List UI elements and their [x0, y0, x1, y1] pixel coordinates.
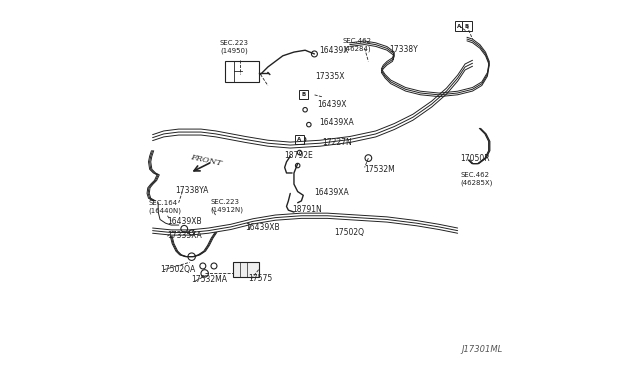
- Text: B: B: [301, 92, 305, 97]
- Text: SEC.223
(14950): SEC.223 (14950): [220, 39, 249, 54]
- Bar: [232, 262, 259, 277]
- Text: 16439X: 16439X: [319, 46, 349, 55]
- Bar: [462, 21, 472, 31]
- Text: 17050R: 17050R: [461, 154, 490, 163]
- Text: 17338Y: 17338Y: [389, 45, 417, 54]
- Text: J17301ML: J17301ML: [461, 345, 502, 354]
- Text: 16439XA: 16439XA: [314, 188, 349, 197]
- Text: 17502QA: 17502QA: [160, 265, 195, 274]
- Text: 17502Q: 17502Q: [334, 228, 364, 237]
- Text: 16439XA: 16439XA: [319, 118, 354, 127]
- Bar: [299, 90, 308, 99]
- Bar: [225, 61, 259, 82]
- Text: 16439XB: 16439XB: [245, 223, 280, 232]
- Text: 18792E: 18792E: [285, 151, 314, 160]
- Bar: [295, 135, 304, 144]
- Text: B: B: [465, 23, 469, 29]
- Text: 16439X: 16439X: [317, 100, 346, 109]
- Text: 17575: 17575: [248, 274, 273, 283]
- Bar: [454, 21, 465, 31]
- Text: 17532M: 17532M: [364, 165, 395, 174]
- Text: A: A: [458, 23, 461, 29]
- Text: 16439XB: 16439XB: [168, 217, 202, 226]
- Text: 17335X: 17335X: [315, 72, 344, 81]
- Text: SEC.462
(46285X): SEC.462 (46285X): [460, 172, 493, 186]
- Text: FRONT: FRONT: [190, 153, 223, 167]
- Text: 17227N: 17227N: [322, 138, 351, 147]
- Text: SEC.223
(14912N): SEC.223 (14912N): [211, 199, 243, 213]
- Text: 17338YA: 17338YA: [175, 186, 209, 195]
- Text: SEC.164
(16440N): SEC.164 (16440N): [148, 200, 181, 214]
- Text: 18791N: 18791N: [292, 205, 322, 214]
- Text: SEC.462
(46284): SEC.462 (46284): [342, 38, 372, 52]
- Text: 17532MA: 17532MA: [191, 275, 228, 284]
- Text: 17335XA: 17335XA: [168, 231, 202, 240]
- Text: A: A: [298, 137, 301, 142]
